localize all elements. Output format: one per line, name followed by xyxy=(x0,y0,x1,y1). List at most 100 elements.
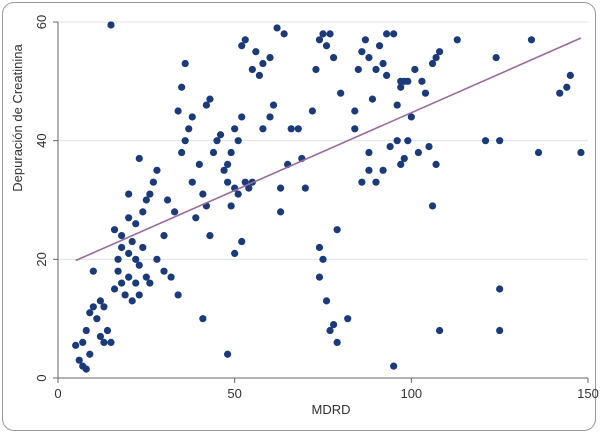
data-point xyxy=(146,279,154,287)
y-tick-label: 20 xyxy=(34,252,49,266)
data-point xyxy=(121,291,129,299)
data-point xyxy=(75,356,83,364)
data-point xyxy=(330,54,338,62)
data-point xyxy=(206,232,214,240)
data-point xyxy=(89,303,97,311)
data-point xyxy=(125,214,133,222)
chart-border xyxy=(2,2,596,431)
data-point xyxy=(181,59,189,68)
data-point xyxy=(125,273,133,281)
data-point xyxy=(118,243,126,252)
data-point xyxy=(125,249,133,257)
data-point xyxy=(149,178,157,186)
data-point xyxy=(428,202,437,210)
data-point xyxy=(379,59,387,68)
data-point xyxy=(428,59,437,68)
data-point xyxy=(209,148,218,157)
data-point xyxy=(333,338,341,346)
data-point xyxy=(238,113,246,121)
data-point xyxy=(496,285,504,293)
data-point xyxy=(326,326,334,335)
data-point xyxy=(135,261,143,269)
data-point xyxy=(135,154,143,163)
y-tick-label: 60 xyxy=(34,15,49,29)
data-point xyxy=(351,107,359,115)
data-point xyxy=(266,54,274,62)
data-point xyxy=(280,30,288,38)
data-point xyxy=(224,350,232,358)
data-point xyxy=(224,160,232,168)
data-point xyxy=(379,166,387,174)
data-point xyxy=(492,54,500,62)
data-point xyxy=(383,71,391,79)
data-point xyxy=(556,89,564,97)
data-point xyxy=(390,362,398,370)
data-point xyxy=(344,315,352,323)
data-point xyxy=(86,309,94,317)
data-point xyxy=(322,42,331,50)
data-point xyxy=(139,243,147,252)
data-point xyxy=(393,101,401,109)
data-point xyxy=(400,154,408,163)
data-point xyxy=(393,137,401,145)
data-point xyxy=(224,178,232,186)
data-point xyxy=(89,267,97,275)
data-point xyxy=(174,107,182,115)
data-point xyxy=(241,178,249,186)
data-point xyxy=(199,190,207,198)
data-point xyxy=(142,196,150,204)
data-point xyxy=(132,255,140,263)
data-point xyxy=(248,65,256,74)
data-point xyxy=(397,160,405,168)
data-point xyxy=(114,255,122,263)
data-point xyxy=(390,30,398,38)
data-point xyxy=(227,202,235,210)
data-point xyxy=(358,48,366,56)
data-point xyxy=(167,273,175,281)
fit-line-group xyxy=(75,37,582,262)
data-point xyxy=(96,332,104,341)
data-point xyxy=(125,190,133,198)
data-point xyxy=(372,178,380,186)
data-point xyxy=(181,137,189,145)
data-point xyxy=(100,338,108,346)
data-point xyxy=(436,48,444,56)
data-point xyxy=(142,273,150,281)
data-point xyxy=(436,326,444,335)
data-point xyxy=(259,125,267,133)
data-point xyxy=(365,54,373,62)
data-point xyxy=(287,125,295,133)
data-point xyxy=(163,196,172,204)
data-point xyxy=(107,338,115,346)
data-point xyxy=(213,137,221,145)
data-point xyxy=(301,184,309,192)
y-axis-label: Depuración de Creatinina xyxy=(10,44,25,192)
data-point xyxy=(404,137,412,145)
data-point xyxy=(231,125,239,133)
data-point xyxy=(118,279,126,287)
data-point xyxy=(238,237,246,246)
data-point xyxy=(534,148,543,157)
data-point xyxy=(118,232,126,240)
data-point xyxy=(132,220,140,228)
data-point xyxy=(315,36,324,44)
data-point xyxy=(171,208,179,216)
data-point xyxy=(386,143,394,151)
y-tick-label: 0 xyxy=(34,374,49,381)
data-point xyxy=(319,255,327,263)
data-points xyxy=(72,21,585,373)
data-point xyxy=(107,21,115,29)
data-point xyxy=(86,350,94,358)
data-point xyxy=(238,42,246,50)
data-point xyxy=(397,83,405,91)
data-point xyxy=(234,190,242,198)
data-point xyxy=(255,71,263,79)
data-point xyxy=(114,267,122,275)
data-point xyxy=(326,30,334,38)
data-point xyxy=(372,65,380,74)
data-point xyxy=(330,321,338,329)
data-point xyxy=(216,131,225,139)
data-point xyxy=(241,36,249,44)
x-tick-label: 50 xyxy=(227,386,241,401)
